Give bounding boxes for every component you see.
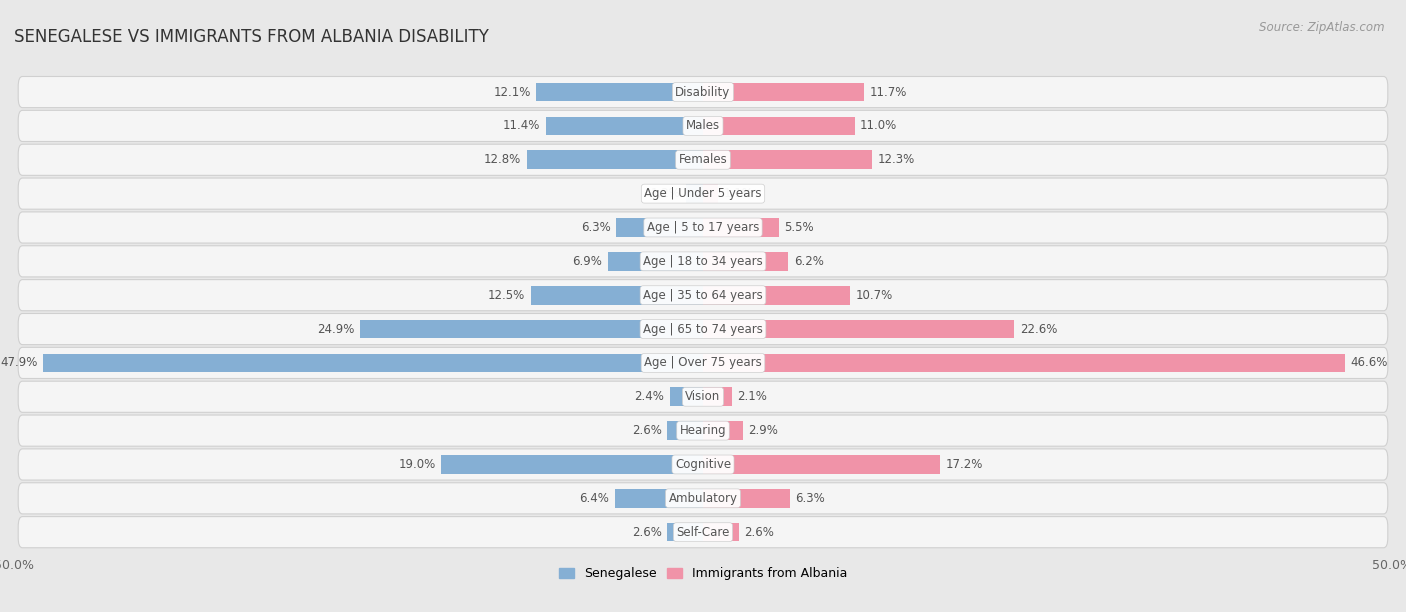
Text: Hearing: Hearing bbox=[679, 424, 727, 437]
Text: 10.7%: 10.7% bbox=[856, 289, 893, 302]
FancyBboxPatch shape bbox=[18, 76, 1388, 108]
FancyBboxPatch shape bbox=[18, 483, 1388, 514]
Text: 6.2%: 6.2% bbox=[794, 255, 824, 268]
Text: 12.8%: 12.8% bbox=[484, 153, 522, 166]
Bar bbox=[703, 489, 790, 507]
Text: 6.9%: 6.9% bbox=[572, 255, 602, 268]
Text: SENEGALESE VS IMMIGRANTS FROM ALBANIA DISABILITY: SENEGALESE VS IMMIGRANTS FROM ALBANIA DI… bbox=[14, 28, 489, 47]
Text: Vision: Vision bbox=[685, 390, 721, 403]
Text: 5.5%: 5.5% bbox=[785, 221, 814, 234]
Text: 6.3%: 6.3% bbox=[581, 221, 610, 234]
FancyBboxPatch shape bbox=[18, 517, 1388, 548]
Text: Cognitive: Cognitive bbox=[675, 458, 731, 471]
Bar bbox=[616, 218, 703, 237]
Text: Age | Over 75 years: Age | Over 75 years bbox=[644, 356, 762, 370]
Bar bbox=[703, 151, 873, 169]
Bar bbox=[44, 354, 703, 372]
Bar bbox=[536, 83, 703, 102]
FancyBboxPatch shape bbox=[18, 348, 1388, 378]
Bar bbox=[669, 387, 703, 406]
FancyBboxPatch shape bbox=[18, 449, 1388, 480]
Legend: Senegalese, Immigrants from Albania: Senegalese, Immigrants from Albania bbox=[554, 562, 852, 585]
FancyBboxPatch shape bbox=[18, 313, 1388, 345]
Text: 22.6%: 22.6% bbox=[1019, 323, 1057, 335]
Bar bbox=[703, 523, 738, 542]
Text: Age | 5 to 17 years: Age | 5 to 17 years bbox=[647, 221, 759, 234]
Bar bbox=[703, 184, 718, 203]
Bar bbox=[668, 421, 703, 440]
Text: Age | 65 to 74 years: Age | 65 to 74 years bbox=[643, 323, 763, 335]
Text: 12.1%: 12.1% bbox=[494, 86, 531, 99]
Text: 46.6%: 46.6% bbox=[1351, 356, 1388, 370]
Text: 19.0%: 19.0% bbox=[398, 458, 436, 471]
Bar bbox=[360, 319, 703, 338]
Bar bbox=[607, 252, 703, 271]
Text: Age | 18 to 34 years: Age | 18 to 34 years bbox=[643, 255, 763, 268]
Text: 2.6%: 2.6% bbox=[631, 424, 662, 437]
Bar bbox=[531, 286, 703, 305]
Text: Ambulatory: Ambulatory bbox=[668, 492, 738, 505]
FancyBboxPatch shape bbox=[18, 246, 1388, 277]
Bar bbox=[703, 218, 779, 237]
FancyBboxPatch shape bbox=[18, 381, 1388, 412]
Text: 11.0%: 11.0% bbox=[860, 119, 897, 132]
Bar bbox=[703, 319, 1014, 338]
Bar bbox=[546, 117, 703, 135]
Text: 6.3%: 6.3% bbox=[796, 492, 825, 505]
Text: 2.9%: 2.9% bbox=[748, 424, 779, 437]
Text: 1.1%: 1.1% bbox=[724, 187, 754, 200]
Bar bbox=[668, 523, 703, 542]
FancyBboxPatch shape bbox=[18, 144, 1388, 176]
Text: Self-Care: Self-Care bbox=[676, 526, 730, 539]
FancyBboxPatch shape bbox=[18, 415, 1388, 446]
Text: 1.2%: 1.2% bbox=[651, 187, 681, 200]
Bar bbox=[703, 117, 855, 135]
FancyBboxPatch shape bbox=[18, 178, 1388, 209]
Text: Age | Under 5 years: Age | Under 5 years bbox=[644, 187, 762, 200]
Bar bbox=[703, 455, 941, 474]
Text: Males: Males bbox=[686, 119, 720, 132]
Bar bbox=[703, 286, 851, 305]
Text: 11.4%: 11.4% bbox=[503, 119, 540, 132]
Text: 2.6%: 2.6% bbox=[631, 526, 662, 539]
Bar bbox=[703, 421, 742, 440]
Bar bbox=[703, 354, 1346, 372]
Bar bbox=[527, 151, 703, 169]
Bar bbox=[703, 252, 789, 271]
Text: 6.4%: 6.4% bbox=[579, 492, 609, 505]
Text: 2.4%: 2.4% bbox=[634, 390, 665, 403]
Text: Age | 35 to 64 years: Age | 35 to 64 years bbox=[643, 289, 763, 302]
Text: 17.2%: 17.2% bbox=[945, 458, 983, 471]
Bar bbox=[703, 83, 865, 102]
Text: Disability: Disability bbox=[675, 86, 731, 99]
FancyBboxPatch shape bbox=[18, 212, 1388, 243]
Text: 12.3%: 12.3% bbox=[877, 153, 915, 166]
FancyBboxPatch shape bbox=[18, 280, 1388, 311]
Text: 24.9%: 24.9% bbox=[316, 323, 354, 335]
Bar bbox=[441, 455, 703, 474]
Text: 47.9%: 47.9% bbox=[0, 356, 38, 370]
Bar bbox=[614, 489, 703, 507]
FancyBboxPatch shape bbox=[18, 110, 1388, 141]
Text: Source: ZipAtlas.com: Source: ZipAtlas.com bbox=[1260, 21, 1385, 34]
Bar bbox=[703, 387, 733, 406]
Text: Females: Females bbox=[679, 153, 727, 166]
Bar bbox=[686, 184, 703, 203]
Text: 2.1%: 2.1% bbox=[738, 390, 768, 403]
Text: 12.5%: 12.5% bbox=[488, 289, 526, 302]
Text: 2.6%: 2.6% bbox=[744, 526, 775, 539]
Text: 11.7%: 11.7% bbox=[870, 86, 907, 99]
